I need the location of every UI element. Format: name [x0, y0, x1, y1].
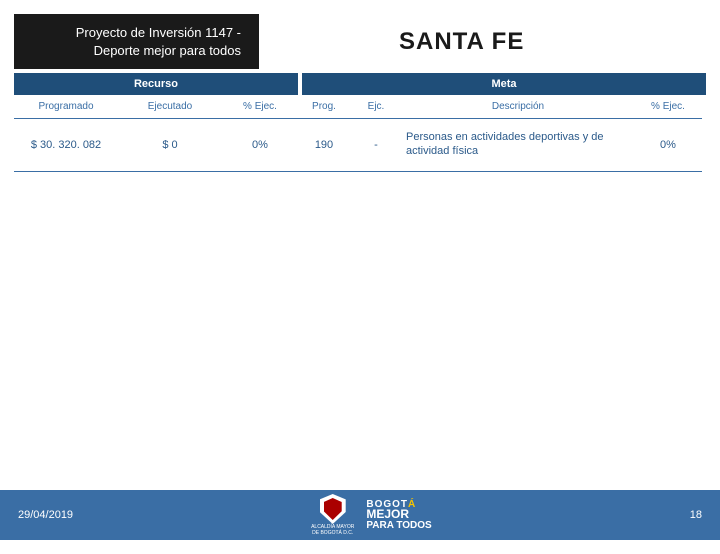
footer-date: 29/04/2019 [18, 509, 73, 521]
cell-pct-meta: 0% [634, 119, 702, 172]
col-pct-recurso: % Ejec. [222, 95, 298, 119]
project-line2: Deporte mejor para todos [32, 42, 241, 60]
project-title-box: Proyecto de Inversión 1147 - Deporte mej… [14, 14, 259, 69]
col-programado: Programado [14, 95, 118, 119]
cell-programado: $ 30. 320. 082 [14, 119, 118, 172]
cell-pct-recurso: 0% [222, 119, 298, 172]
col-ejecutado: Ejecutado [118, 95, 222, 119]
footer-bar: 29/04/2019 ALCALDÍA MAYOR DE BOGOTÁ D.C.… [0, 490, 720, 540]
band-recurso: Recurso [14, 73, 298, 95]
bogota-shield-icon [320, 494, 346, 524]
page-number: 18 [690, 509, 702, 521]
district-title: SANTA FE [399, 28, 524, 56]
footer-logos: ALCALDÍA MAYOR DE BOGOTÁ D.C. BOGOTÁ MEJ… [311, 494, 432, 536]
col-pct-meta: % Ejec. [634, 95, 702, 119]
slogan-l3: PARA TODOS [366, 521, 431, 531]
bogota-slogan-icon: BOGOTÁ MEJOR PARA TODOS [366, 500, 431, 530]
col-descripcion: Descripción [402, 95, 634, 119]
col-prog: Prog. [298, 95, 350, 119]
logo-text-bot: DE BOGOTÁ D.C. [312, 531, 353, 536]
band-meta: Meta [302, 73, 706, 95]
project-line1: Proyecto de Inversión 1147 - [32, 24, 241, 42]
slogan-l2: MEJOR [366, 509, 431, 520]
cell-ejecutado: $ 0 [118, 119, 222, 172]
cell-descripcion: Personas en actividades deportivas y de … [402, 119, 634, 172]
col-ejc: Ejc. [350, 95, 402, 119]
cell-ejc: - [350, 119, 402, 172]
table-row: $ 30. 320. 082 $ 0 0% 190 - Personas en … [14, 119, 706, 172]
cell-prog: 190 [298, 119, 350, 172]
